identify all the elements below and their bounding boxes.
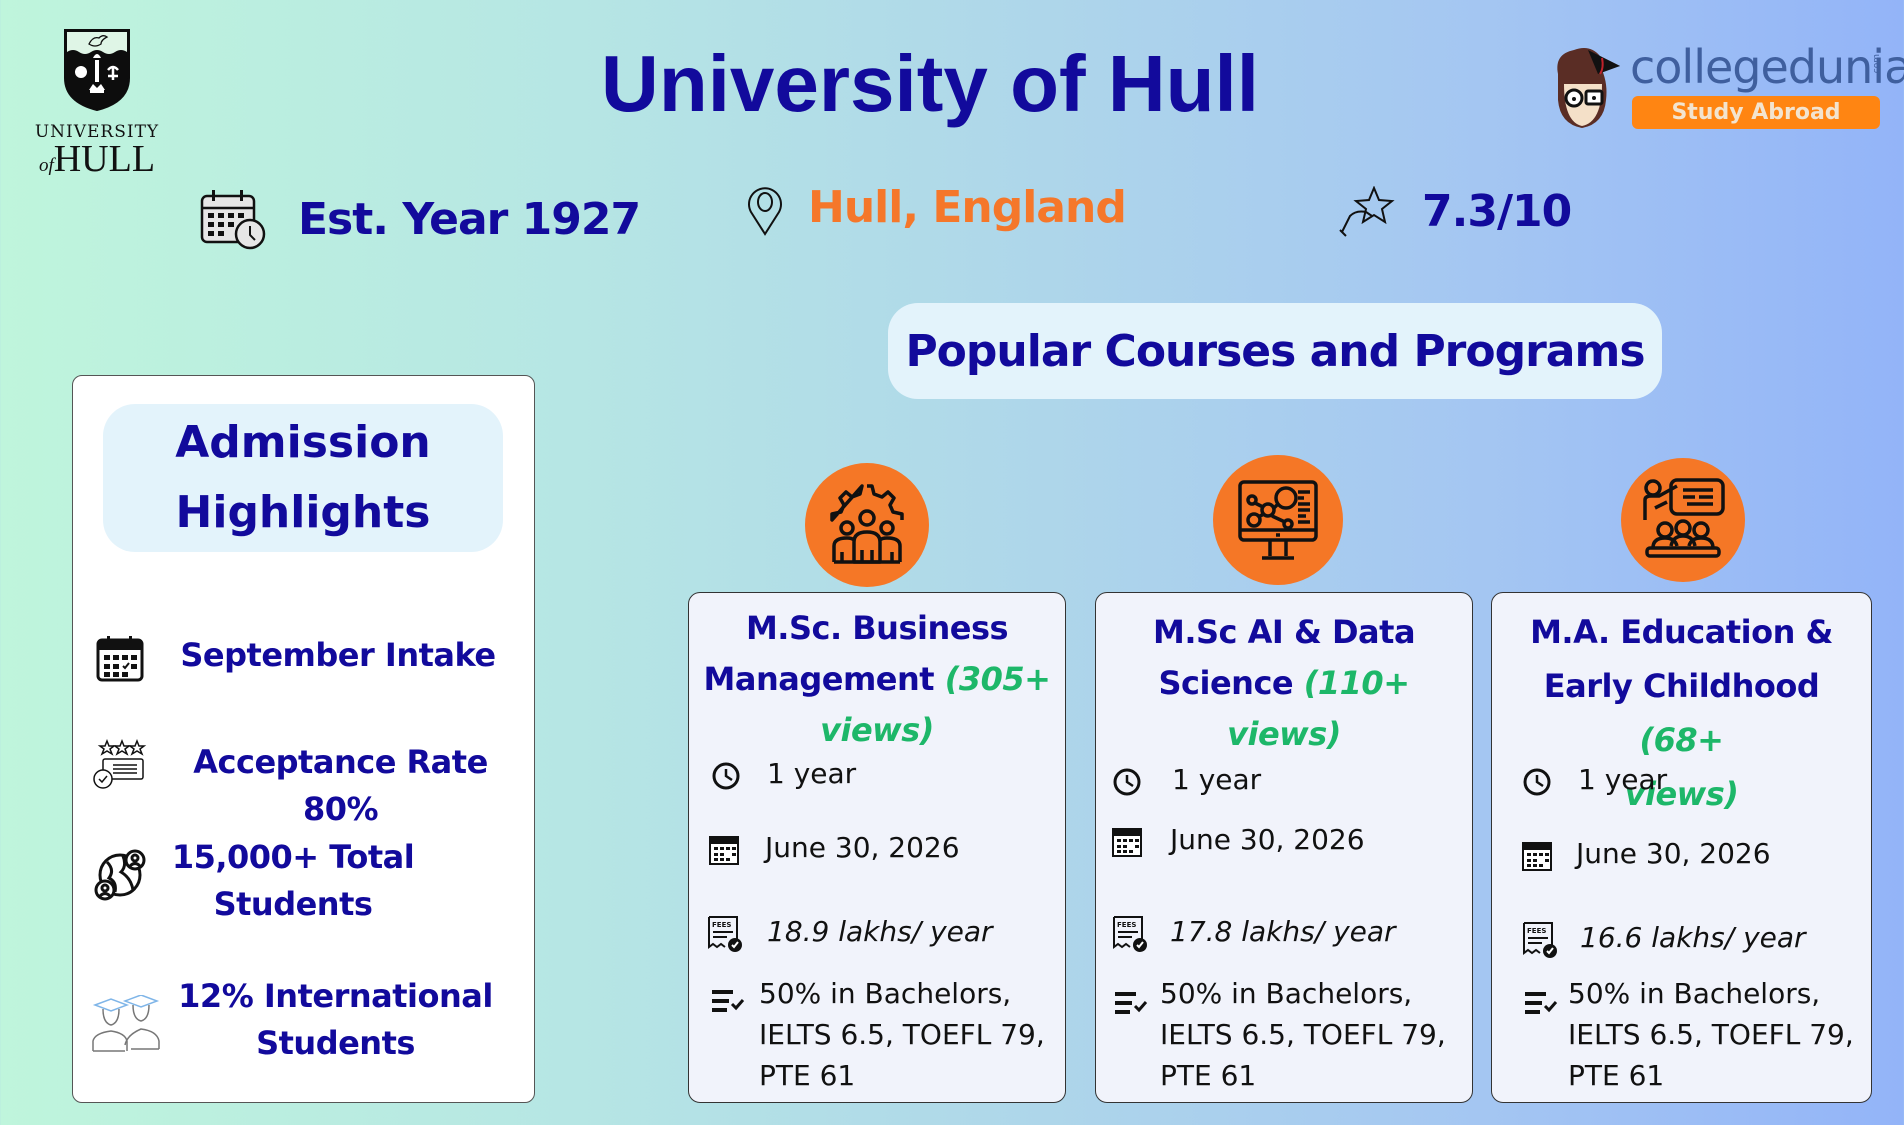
requirements-value: 50% in Bachelors, IELTS 6.5, TOEFL 79, P… [1568, 973, 1854, 1096]
checklist-icon [1525, 992, 1558, 1014]
brand-domain-suffix: .com [1872, 54, 1882, 77]
data-science-monitor-icon [1238, 480, 1318, 560]
course-title-1[interactable]: M.Sc. Business Management (305+ views) [695, 603, 1059, 756]
checklist-icon [712, 990, 745, 1012]
admission-item-intake: September Intake [73, 626, 536, 686]
admission-item-acceptance: Acceptance Rate 80% [73, 733, 536, 828]
req-line-1: 50% in Bachelors, [759, 977, 1012, 1010]
calendar-icon [1522, 842, 1552, 871]
total-students-text: 15,000+ Total Students [143, 834, 443, 928]
university-of-hull-logo: UNIVERSITY ofHULL [27, 28, 167, 178]
fees-receipt-icon: FEES [708, 916, 742, 952]
deadline-value: June 30, 2026 [1576, 837, 1771, 870]
teacher-classroom-icon [1643, 478, 1725, 558]
requirements-value: 50% in Bachelors, IELTS 6.5, TOEFL 79, P… [1160, 973, 1446, 1096]
course-icon-circle-2 [1213, 455, 1343, 585]
duration-value: 1 year [767, 757, 857, 790]
req-line-1: 50% in Bachelors, [1160, 977, 1413, 1010]
location-pin-icon [748, 187, 782, 236]
course-title-line-2: Science [1158, 664, 1294, 702]
international-line-2: Students [256, 1024, 415, 1062]
popular-courses-heading: Popular Courses and Programs [888, 303, 1662, 399]
logo-text-hull: ofHULL [27, 140, 167, 183]
logo-text-university: UNIVERSITY [34, 122, 160, 142]
brand-name: collegedunia [1630, 40, 1904, 94]
views-count: (110+ views) [1227, 664, 1410, 753]
req-line-1: 50% in Bachelors, [1568, 977, 1821, 1010]
checklist-icon [1115, 992, 1148, 1014]
course-title-line-1: M.A. Education & [1530, 613, 1833, 651]
calendar-icon [96, 636, 144, 682]
req-line-3: PTE 61 [1160, 1059, 1257, 1092]
calendar-icon [1112, 828, 1142, 857]
course-icon-circle-3 [1621, 458, 1745, 582]
req-line-2: IELTS 6.5, TOEFL 79, [759, 1018, 1045, 1051]
fees-receipt-icon: FEES [1113, 916, 1147, 952]
university-crest-icon [64, 29, 130, 112]
admission-item-international: 12% International Students [73, 973, 536, 1073]
deadline-value: June 30, 2026 [1170, 823, 1365, 856]
fees-value: 17.8 lakhs/ year [1170, 915, 1396, 948]
fees-value: 16.6 lakhs/ year [1580, 921, 1806, 954]
views-count: (305+ [944, 660, 1051, 698]
calendar-icon [709, 836, 739, 865]
heading-line-1: Admission [175, 417, 431, 468]
duration-value: 1 year [1578, 763, 1668, 796]
calendar-clock-icon [200, 190, 266, 250]
mascot-face-icon [1557, 48, 1620, 128]
requirements-value: 50% in Bachelors, IELTS 6.5, TOEFL 79, P… [759, 973, 1045, 1096]
req-line-3: PTE 61 [1568, 1059, 1665, 1092]
views-count: (68+ [1639, 721, 1724, 759]
course-card-3[interactable]: M.A. Education & Early Childhood (68+ vi… [1491, 592, 1872, 1103]
views-label: views) [1624, 775, 1739, 813]
page-title: University of Hull [601, 39, 1259, 128]
course-title-3[interactable]: M.A. Education & Early Childhood (68+ vi… [1498, 605, 1865, 821]
course-card-1[interactable]: M.Sc. Business Management (305+ views) 1… [688, 592, 1066, 1103]
fees-value: 18.9 lakhs/ year [767, 915, 993, 948]
international-students-text: 12% International Students [163, 973, 508, 1067]
clock-icon [1523, 768, 1551, 796]
deadline-value: June 30, 2026 [765, 831, 960, 864]
acceptance-rating-icon [93, 739, 147, 789]
course-title-line-1: M.Sc AI & Data [1152, 613, 1416, 651]
course-title-line-1: M.Sc. Business [745, 609, 1009, 647]
admission-highlights-heading: Admission Highlights [103, 404, 503, 552]
acceptance-rate-text: Acceptance Rate 80% [193, 743, 488, 828]
admission-item-total-students: 15,000+ Total Students [73, 834, 536, 934]
course-title-2[interactable]: M.Sc AI & Data Science (110+ views) [1102, 607, 1466, 760]
study-abroad-badge: Study Abroad [1632, 96, 1880, 129]
clock-icon [1113, 768, 1141, 796]
graduates-icon [92, 995, 160, 1052]
location-text: Hull, England [808, 182, 1127, 233]
req-line-2: IELTS 6.5, TOEFL 79, [1160, 1018, 1446, 1051]
req-line-2: IELTS 6.5, TOEFL 79, [1568, 1018, 1854, 1051]
duration-value: 1 year [1172, 763, 1262, 796]
admission-highlights-panel: Admission Highlights September Intake Acc… [72, 375, 535, 1103]
international-line-1: 12% International [178, 977, 493, 1015]
rating-score: 7.3/10 [1422, 186, 1572, 237]
established-year: Est. Year 1927 [298, 194, 641, 245]
svg-text:FEES: FEES [1527, 927, 1546, 935]
views-label: views) [820, 711, 934, 749]
total-students-line-2: Students [213, 885, 373, 923]
course-card-2[interactable]: M.Sc AI & Data Science (110+ views) 1 ye… [1095, 592, 1473, 1103]
global-students-icon [94, 849, 146, 901]
logo-text-of: of [38, 155, 54, 176]
heading-line-2: Highlights [175, 487, 431, 538]
course-title-line-2: Management [703, 660, 935, 698]
clock-icon [712, 762, 740, 790]
svg-text:FEES: FEES [1117, 921, 1136, 929]
logo-text-hull-word: HULL [53, 138, 156, 180]
course-title-line-2: Early Childhood [1543, 667, 1820, 705]
total-students-line-1: 15,000+ Total [171, 838, 415, 876]
svg-text:FEES: FEES [712, 921, 731, 929]
hand-star-rating-icon [1339, 186, 1395, 237]
req-line-3: PTE 61 [759, 1059, 856, 1092]
fees-receipt-icon: FEES [1523, 922, 1557, 958]
collegedunia-logo: collegedunia .com Study Abroad [1550, 40, 1904, 140]
team-gear-icon [830, 484, 904, 564]
intake-text: September Intake [180, 636, 496, 674]
course-icon-circle-1 [805, 463, 929, 587]
